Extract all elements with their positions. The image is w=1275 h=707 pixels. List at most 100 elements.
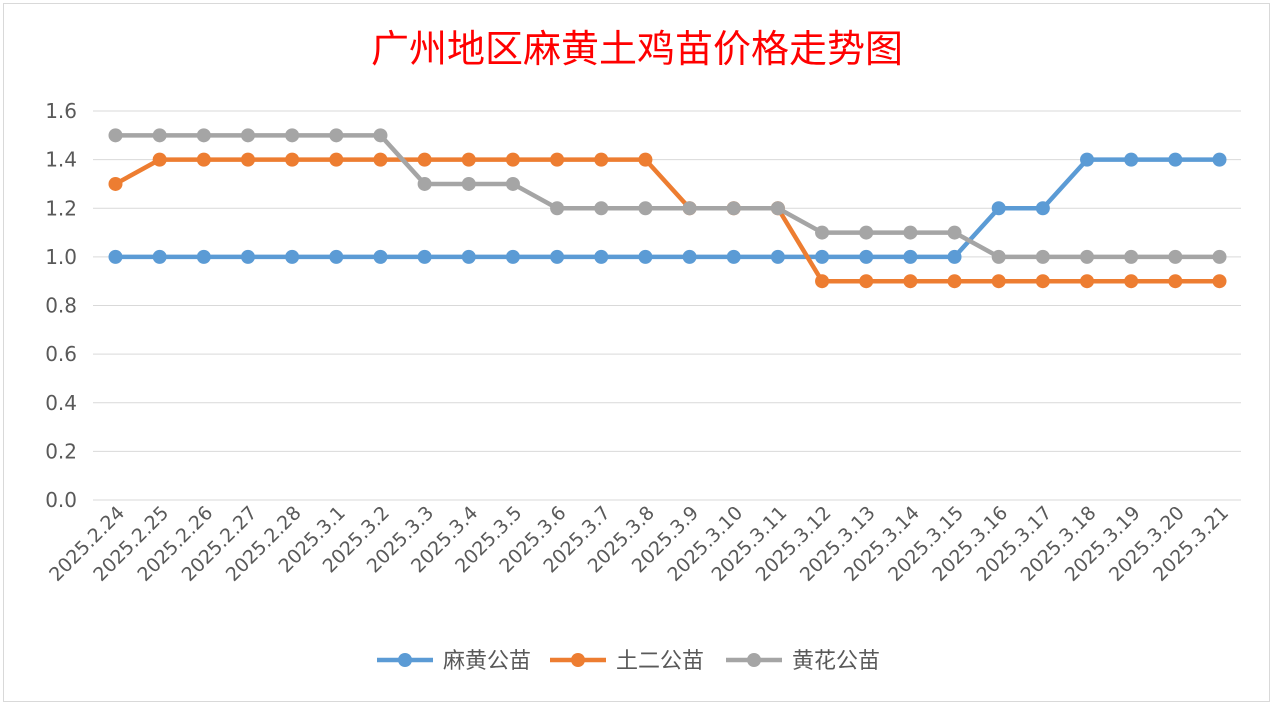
data-point (859, 274, 874, 289)
data-point (726, 249, 741, 264)
legend-item: 土二公苗 (550, 649, 704, 674)
data-point (1212, 152, 1227, 167)
data-point (329, 249, 344, 264)
data-point (417, 249, 432, 264)
data-point (815, 225, 830, 240)
data-point (108, 176, 123, 191)
data-point (373, 152, 388, 167)
data-point (1168, 249, 1183, 264)
series-line (113, 157, 1222, 260)
data-point (417, 176, 432, 191)
data-point (505, 176, 520, 191)
gridlines (93, 110, 1241, 501)
data-point (550, 152, 565, 167)
data-point (1168, 152, 1183, 167)
data-point (1124, 249, 1139, 264)
legend-swatch-marker (398, 653, 412, 667)
data-point (196, 128, 211, 143)
y-tick-label: 0.2 (45, 439, 77, 463)
data-point (815, 274, 830, 289)
data-point (1124, 152, 1139, 167)
data-point (461, 152, 476, 167)
data-point (947, 274, 962, 289)
data-point (903, 225, 918, 240)
data-point (1212, 274, 1227, 289)
legend: 麻黄公苗 土二公苗 黄花公苗 (377, 649, 880, 674)
data-point (947, 225, 962, 240)
series-3 (108, 128, 1227, 264)
y-axis-ticks: 0.0 0.2 0.4 0.6 0.8 1.0 1.2 1.4 1.6 (45, 99, 77, 512)
data-point (152, 249, 167, 264)
data-point (108, 128, 123, 143)
data-point (108, 249, 123, 264)
data-point (285, 128, 300, 143)
data-point (991, 201, 1006, 216)
data-point (903, 249, 918, 264)
data-point (991, 249, 1006, 264)
series-line (113, 157, 1222, 284)
data-point (815, 249, 830, 264)
data-point (1080, 249, 1095, 264)
data-point (638, 201, 653, 216)
data-point (638, 249, 653, 264)
legend-label: 土二公苗 (616, 649, 704, 674)
data-point (682, 249, 697, 264)
data-point (594, 249, 609, 264)
data-point (505, 152, 520, 167)
data-point (1080, 274, 1095, 289)
data-point (1035, 274, 1050, 289)
data-point (859, 249, 874, 264)
data-point (550, 201, 565, 216)
data-point (196, 249, 211, 264)
data-point (152, 128, 167, 143)
data-point (991, 274, 1006, 289)
y-tick-label: 0.6 (45, 342, 77, 366)
data-point (550, 249, 565, 264)
data-point (373, 249, 388, 264)
data-point (285, 152, 300, 167)
data-point (1168, 274, 1183, 289)
data-point (770, 201, 785, 216)
chart-title: 广州地区麻黄土鸡苗价格走势图 (371, 27, 903, 71)
y-tick-label: 0.0 (45, 488, 77, 512)
data-point (461, 176, 476, 191)
y-tick-label: 1.0 (45, 245, 77, 269)
data-point (594, 201, 609, 216)
legend-item: 黄花公苗 (726, 649, 880, 674)
data-point (859, 225, 874, 240)
chart-frame (3, 3, 1270, 702)
data-point (594, 152, 609, 167)
data-point (1035, 249, 1050, 264)
data-point (638, 152, 653, 167)
series-group (108, 128, 1227, 289)
legend-swatch-marker (747, 653, 761, 667)
data-point (1212, 249, 1227, 264)
data-point (682, 201, 697, 216)
data-point (947, 249, 962, 264)
series-line (113, 133, 1222, 260)
data-point (726, 201, 741, 216)
data-point (770, 249, 785, 264)
data-point (373, 128, 388, 143)
data-point (461, 249, 476, 264)
data-point (329, 128, 344, 143)
legend-label: 黄花公苗 (792, 649, 880, 674)
x-axis-ticks: 2025.2.242025.2.252025.2.262025.2.272025… (45, 502, 1233, 586)
legend-item: 麻黄公苗 (377, 649, 531, 674)
y-tick-label: 1.6 (45, 99, 77, 123)
data-point (417, 152, 432, 167)
series-1 (108, 152, 1227, 264)
data-point (196, 152, 211, 167)
series-2 (108, 152, 1227, 289)
data-point (1035, 201, 1050, 216)
data-point (285, 249, 300, 264)
data-point (240, 249, 255, 264)
data-point (505, 249, 520, 264)
data-point (240, 152, 255, 167)
data-point (240, 128, 255, 143)
data-point (1080, 152, 1095, 167)
legend-label: 麻黄公苗 (443, 649, 531, 674)
data-point (903, 274, 918, 289)
y-tick-label: 1.2 (45, 196, 77, 220)
